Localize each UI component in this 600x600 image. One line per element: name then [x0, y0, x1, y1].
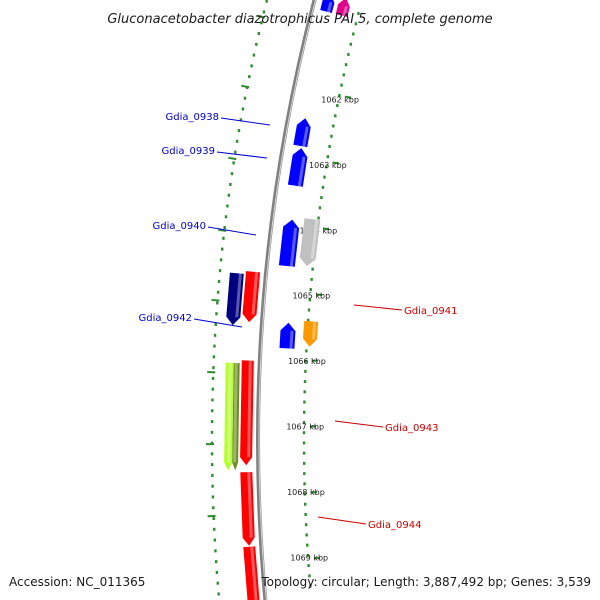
- accession-text: Accession: NC_011365: [9, 575, 145, 589]
- gene-arrow-highlight: [227, 362, 232, 463]
- tick-mark: [316, 293, 323, 296]
- gene-features: [224, 0, 350, 600]
- gene-leader-line: [334, 420, 384, 428]
- gene-label-forward[interactable]: Gdia_0939: [162, 146, 215, 157]
- minor-tick-mark: [241, 84, 250, 89]
- gene-arrow-body: [293, 118, 311, 148]
- gene-arrow-body: [232, 362, 240, 471]
- gene-arrow-body: [279, 322, 296, 349]
- gene-arrow-highlight: [251, 271, 259, 315]
- gene-feature-gdia-0942[interactable]: [279, 322, 296, 349]
- gene-feature-gdia-0944[interactable]: [240, 472, 255, 546]
- genome-backbone: [256, 0, 317, 600]
- gene-feature-gdia-0938[interactable]: [293, 118, 311, 148]
- genome-title: Gluconacetobacter diazotrophicus PAI 5, …: [107, 12, 492, 27]
- gene-leader-line: [353, 304, 403, 311]
- gene-arrow-highlight: [250, 546, 258, 600]
- gene-arrow-body: [303, 320, 319, 347]
- gene-arrow-highlight: [247, 360, 252, 458]
- gene-feature-gray[interactable]: [299, 218, 321, 267]
- tick-mark: [323, 227, 330, 231]
- gene-label-forward[interactable]: Gdia_0942: [139, 313, 192, 324]
- gene-leader-line: [220, 117, 271, 126]
- gene-arrow-body: [320, 0, 335, 13]
- gene-label-forward[interactable]: Gdia_0940: [153, 221, 206, 232]
- tick-label: 1069 kbp: [290, 553, 328, 562]
- tick-mark: [345, 95, 352, 99]
- backbone-highlight: [258, 0, 317, 600]
- gene-leader-line: [317, 516, 367, 525]
- gene-feature-gdia-0939[interactable]: [287, 148, 308, 187]
- tick-label: 1065 kbp: [293, 292, 331, 301]
- minor-tick-mark: [228, 156, 237, 161]
- gene-arrow-body: [335, 0, 350, 17]
- tick-label: 1066 kbp: [288, 357, 326, 366]
- gene-arrow-body: [240, 472, 255, 546]
- minor-tick-mark: [218, 228, 227, 232]
- gene-arrow-highlight: [235, 273, 242, 318]
- gene-arrow-highlight: [312, 321, 317, 340]
- gene-arrow-body: [287, 148, 308, 187]
- gene-arrow-body: [240, 360, 254, 466]
- gene-arrow-body: [278, 219, 300, 267]
- minor-tick-mark: [256, 14, 265, 19]
- tick-label: 1063 kbp: [309, 161, 347, 170]
- gene-feature-gdia-0940[interactable]: [278, 219, 300, 267]
- gene-arrow-highlight: [289, 227, 298, 267]
- gene-feature-navy[interactable]: [226, 272, 244, 326]
- inner-dotted-track: [210, 0, 268, 596]
- gene-arrow-body: [242, 271, 261, 323]
- genome-summary-text: Topology: circular; Length: 3,887,492 bp…: [260, 575, 591, 589]
- gene-feature-top-blue[interactable]: [320, 0, 335, 13]
- gene-feature-orange[interactable]: [303, 320, 319, 347]
- tick-label: 1062 kbp: [321, 95, 359, 104]
- gene-label-reverse[interactable]: Gdia_0943: [385, 423, 438, 434]
- gene-arrow-highlight: [247, 472, 253, 538]
- gene-arrow-highlight: [233, 362, 238, 463]
- gene-feature-gdia-0941[interactable]: [242, 271, 261, 323]
- gene-arrow-body: [243, 546, 260, 600]
- gene-arrow-body: [299, 218, 321, 267]
- gene-feature-gdia-0943[interactable]: [224, 362, 234, 471]
- gene-feature-top-magenta[interactable]: [335, 0, 350, 17]
- gene-feature-red-long[interactable]: [240, 360, 254, 466]
- gene-arrow-highlight: [289, 330, 294, 349]
- tick-label: 1068 kbp: [287, 488, 325, 497]
- gene-arrow-highlight: [297, 156, 306, 187]
- gene-leader-line: [216, 151, 268, 159]
- gene-arrow-highlight: [326, 1, 333, 13]
- gene-label-reverse[interactable]: Gdia_0941: [404, 306, 457, 317]
- gene-arrow-highlight: [302, 126, 309, 147]
- gene-leader-line: [193, 318, 243, 328]
- gene-arrow-body: [226, 272, 244, 326]
- minor-tick-mark: [211, 298, 220, 302]
- gene-feature-olive[interactable]: [232, 362, 240, 471]
- tick-label: 1067 kbp: [286, 423, 324, 432]
- backbone-arc: [256, 0, 317, 600]
- gene-feature-red-bottom[interactable]: [243, 546, 260, 600]
- tick-mark: [332, 161, 340, 165]
- gene-leader-line: [207, 226, 257, 236]
- gene-arrow-body: [224, 362, 234, 471]
- gene-arrow-highlight: [342, 5, 348, 17]
- gene-arrow-highlight: [310, 219, 319, 259]
- gene-label-reverse[interactable]: Gdia_0944: [368, 520, 421, 531]
- gene-labels: Gdia_0938 Gdia_0939 Gdia_0940 Gdia_0942 Gdia…: [139, 112, 458, 531]
- gene-label-forward[interactable]: Gdia_0938: [166, 112, 219, 123]
